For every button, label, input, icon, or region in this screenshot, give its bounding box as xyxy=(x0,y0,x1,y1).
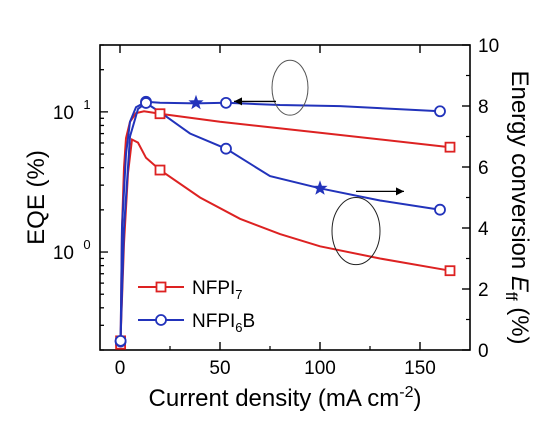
axis-labels: Current density (mA cm-2) EQE (%) Energy c… xyxy=(23,70,533,412)
y-right-tick-label: 8 xyxy=(478,97,489,118)
y-left-axis-label: EQE (%) xyxy=(23,150,50,245)
series-nfpi7-eqe-point xyxy=(154,108,166,120)
y-left-tick-label: 10 xyxy=(53,243,74,264)
y-right-tick-label: 6 xyxy=(478,158,489,179)
series-nfpi6b-energy-line xyxy=(119,101,441,338)
legend-nfpi6b-label: NFPI6B xyxy=(192,311,255,335)
series-nfpi6b-eqe-star xyxy=(188,94,204,110)
plot-frame xyxy=(99,44,471,351)
series-nfpi7-energy-line xyxy=(119,137,451,338)
series-layer xyxy=(119,100,451,345)
y-left-tick-exponent: 0 xyxy=(83,237,90,252)
marker-layer xyxy=(114,94,456,350)
legend-nfpi7-label: NFPI7 xyxy=(192,278,243,302)
series-nfpi6b-eqe-point xyxy=(434,105,446,118)
series-nfpi6b-eqe-point xyxy=(220,96,232,109)
series-nfpi7-eqe-line xyxy=(119,110,451,345)
series-nfpi6b-energy-point xyxy=(434,203,446,216)
x-tick-label: 100 xyxy=(304,358,336,379)
y-left-tick-exponent: 1 xyxy=(83,97,90,112)
legend-nfpi6b-marker xyxy=(155,314,167,326)
arrow-left-head xyxy=(234,97,242,106)
series-nfpi6b-energy-point xyxy=(220,142,232,155)
series-nfpi7-eqe-point xyxy=(444,141,456,153)
x-tick-label: 50 xyxy=(209,358,230,379)
legend-nfpi7-marker xyxy=(155,281,167,293)
y-left-tick-label: 10 xyxy=(53,103,74,124)
y-right-tick-label: 2 xyxy=(478,280,489,301)
series-nfpi6b-energy-point xyxy=(140,97,152,109)
ellipse-eqe-annotation xyxy=(271,59,309,116)
annotation-layer xyxy=(234,59,404,266)
arrow-right-head xyxy=(396,187,404,196)
x-tick-label: 150 xyxy=(404,358,436,379)
y-right-tick-label: 0 xyxy=(478,341,489,362)
legend: NFPI7 NFPI6B xyxy=(138,278,255,335)
series-nfpi7-energy-point xyxy=(154,164,166,176)
y-right-tick-label: 4 xyxy=(478,219,489,240)
x-axis-label: Current density (mA cm-2) xyxy=(149,384,422,412)
ellipse-energy-annotation xyxy=(331,197,381,266)
y-right-axis-label: Energy conversion Eff (%) xyxy=(502,70,533,344)
series-nfpi6b-energy-star xyxy=(312,180,328,195)
y-right-tick-label: 10 xyxy=(478,36,499,57)
series-nfpi6b-eqe-line xyxy=(119,100,441,342)
series-nfpi6b-energy-point xyxy=(114,334,127,347)
series-nfpi7-energy-point xyxy=(444,265,456,277)
x-tick-label: 0 xyxy=(115,358,126,379)
